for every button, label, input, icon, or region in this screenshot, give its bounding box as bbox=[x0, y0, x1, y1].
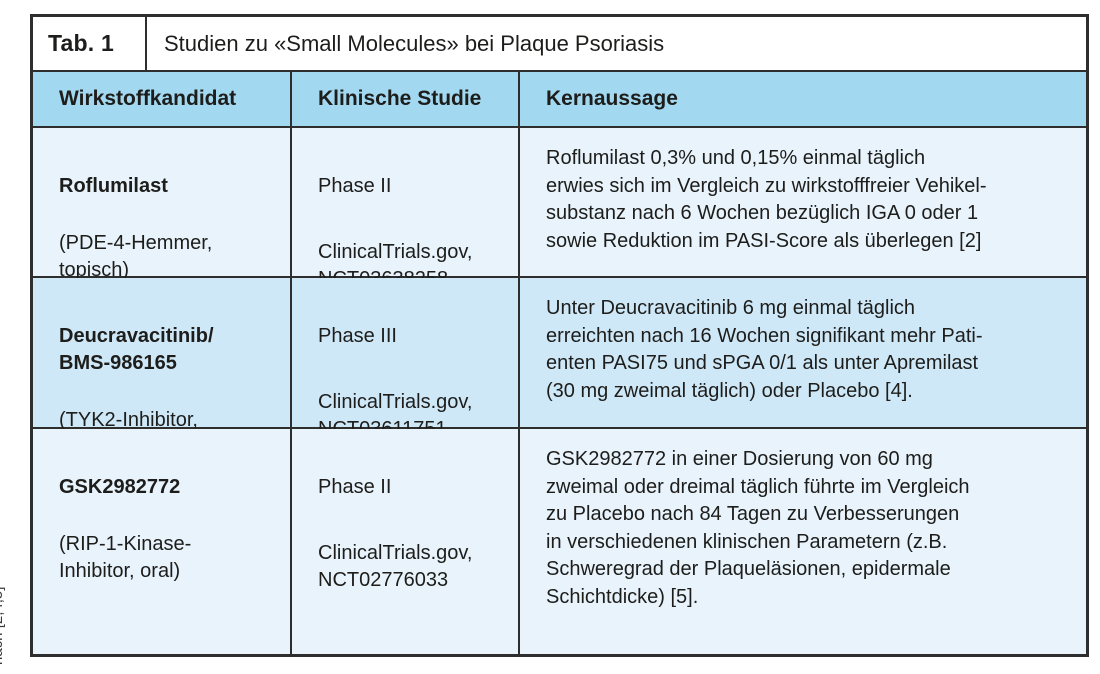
column-header-key-message: Kernaussage bbox=[520, 72, 1086, 128]
column-header-candidate: Wirkstoffkandidat bbox=[33, 72, 292, 128]
study-registry: ClinicalTrials.gov, NCT02776033 bbox=[318, 541, 473, 592]
candidate-detail: (RIP-1-Kinase- Inhibitor, oral) bbox=[59, 532, 192, 583]
table-titlebar: Tab. 1 Studien zu «Small Molecules» bei … bbox=[33, 17, 1086, 72]
table-row-cell-study: Phase II ClinicalTrials.gov, NCT02776033 bbox=[292, 429, 520, 654]
study-phase: Phase III bbox=[318, 324, 397, 347]
candidate-name: GSK2982772 bbox=[59, 475, 181, 498]
table-row-cell-key-message: Unter Deucravacitinib 6 mg einmal täglic… bbox=[520, 278, 1086, 429]
table-row-cell-study: Phase II ClinicalTrials.gov, NCT03638258 bbox=[292, 128, 520, 290]
table-grid: Wirkstoffkandidat Klinische Studie Kerna… bbox=[33, 72, 1086, 654]
table-row-cell-candidate: Deucravacitinib/ BMS-986165 (TYK2-Inhibi… bbox=[33, 278, 292, 459]
table-row-cell-study: Phase III ClinicalTrials.gov, NCT0361175… bbox=[292, 278, 520, 440]
study-table: Tab. 1 Studien zu «Small Molecules» bei … bbox=[30, 14, 1089, 657]
study-phase: Phase II bbox=[318, 174, 392, 197]
table-title: Studien zu «Small Molecules» bei Plaque … bbox=[164, 30, 665, 56]
table-number-label: Tab. 1 bbox=[33, 17, 147, 70]
source-reference-note: nach [2,4,5] bbox=[0, 586, 6, 665]
table-row-cell-candidate: Roflumilast (PDE-4-Hemmer, topisch) bbox=[33, 128, 292, 281]
table-row-cell-key-message: Roflumilast 0,3% und 0,15% einmal täglic… bbox=[520, 128, 1086, 278]
table-row-cell-candidate: GSK2982772 (RIP-1-Kinase- Inhibitor, ora… bbox=[33, 429, 292, 654]
table-row-cell-key-message: GSK2982772 in einer Dosierung von 60 mg … bbox=[520, 429, 1086, 654]
candidate-name: Deucravacitinib/ BMS-986165 bbox=[59, 324, 214, 375]
study-phase: Phase II bbox=[318, 475, 392, 498]
candidate-name: Roflumilast bbox=[59, 174, 168, 197]
candidate-detail: (PDE-4-Hemmer, topisch) bbox=[59, 231, 213, 282]
column-header-study: Klinische Studie bbox=[292, 72, 520, 128]
